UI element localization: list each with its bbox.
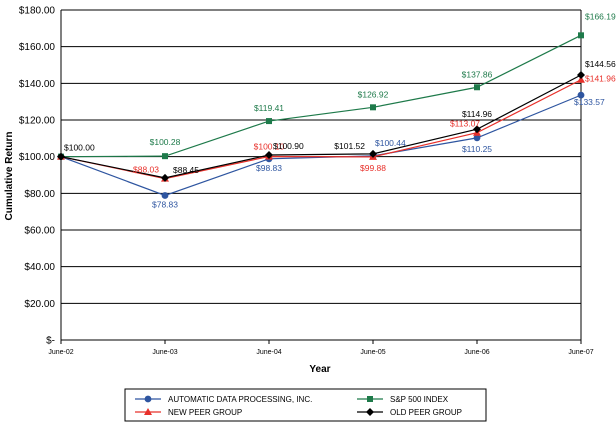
data-label: $166.19	[585, 11, 616, 21]
data-point-square	[474, 84, 480, 91]
data-point-circle	[473, 134, 481, 142]
data-point-square	[162, 153, 168, 160]
data-label: $144.56	[585, 59, 616, 69]
series-line-0	[60, 94, 582, 197]
data-point-square	[578, 32, 584, 39]
data-label: $119.41	[254, 103, 284, 113]
y-tick-label: $60.00	[24, 226, 55, 237]
data-label: $126.92	[358, 89, 389, 99]
legend-label: OLD PEER GROUP	[390, 408, 462, 417]
data-point-diamond	[265, 151, 273, 160]
data-label: $100.90	[273, 141, 304, 151]
y-tick-label: $140.00	[19, 79, 56, 90]
y-tick-label: $20.00	[24, 299, 55, 310]
data-labels: $78.83 $98.83 $100.44 $110.25 $133.57 $100.28…	[64, 11, 616, 209]
data-point-diamond	[577, 70, 585, 79]
series-line-2	[60, 79, 582, 180]
data-label: $113.07	[450, 119, 480, 129]
x-tick-label: June-03	[152, 349, 177, 356]
y-tick-label: $100.00	[19, 152, 56, 163]
data-label: $100.44	[375, 138, 406, 148]
data-point-diamond	[161, 173, 169, 182]
legend-square-marker	[367, 396, 373, 402]
data-point-circle	[161, 192, 169, 199]
data-label: $133.57	[574, 97, 605, 107]
y-tick-label: $-	[46, 336, 55, 347]
data-label: $78.83	[152, 199, 178, 209]
data-label: $110.25	[462, 144, 492, 154]
data-label: $98.83	[256, 163, 282, 173]
y-tick-label: $120.00	[19, 116, 56, 127]
x-axis-ticks: June-02 June-03 June-04 June-05 June-06 June-…	[48, 340, 594, 356]
data-point-diamond	[57, 152, 65, 161]
series-layer	[57, 32, 585, 199]
legend-label: AUTOMATIC DATA PROCESSING, INC.	[168, 395, 312, 404]
series-line-3	[60, 74, 582, 179]
data-label: $114.96	[462, 109, 492, 119]
data-label: $100.00	[64, 143, 95, 153]
data-label: $100.28	[150, 137, 181, 147]
data-point-circle	[577, 91, 585, 99]
legend-diamond-marker	[366, 408, 374, 416]
data-point-diamond	[473, 125, 481, 134]
data-label: $88.45	[173, 165, 199, 175]
legend-label: S&P 500 INDEX	[390, 395, 449, 404]
x-axis-title: Year	[309, 364, 330, 375]
x-tick-label: June-02	[48, 349, 73, 356]
legend-box	[124, 388, 487, 422]
y-tick-label: $160.00	[19, 42, 56, 53]
y-axis-title: Cumulative Return	[4, 132, 15, 221]
data-label: $141.96	[585, 74, 616, 84]
legend: AUTOMATIC DATA PROCESSING, INC. S&P 500 I…	[124, 388, 487, 422]
x-tick-label: June-04	[256, 349, 281, 356]
x-tick-label: June-05	[360, 349, 385, 356]
y-tick-label: $40.00	[24, 262, 55, 273]
legend-circle-marker	[144, 395, 152, 403]
data-point-triangle	[577, 75, 585, 83]
legend-triangle-marker	[144, 408, 152, 415]
y-tick-label: $180.00	[19, 6, 56, 17]
data-label: $99.88	[360, 163, 386, 173]
legend-label: NEW PEER GROUP	[168, 408, 242, 417]
x-tick-label: June-07	[568, 349, 593, 356]
data-label: $101.52	[334, 141, 365, 151]
data-label: $100.10	[254, 141, 285, 151]
y-tick-label: $80.00	[24, 189, 55, 200]
data-label: $137.86	[462, 69, 493, 79]
data-label: $88.03	[133, 165, 159, 175]
y-axis-ticks: $- $20.00 $40.00 $60.00 $80.00 $100.00 $120.00…	[19, 6, 56, 347]
data-point-diamond	[369, 149, 377, 158]
x-tick-label: June-06	[464, 349, 489, 356]
series-line-1	[60, 34, 582, 158]
data-point-square	[266, 118, 272, 125]
data-point-square	[370, 104, 376, 111]
grid-lines	[60, 9, 582, 341]
